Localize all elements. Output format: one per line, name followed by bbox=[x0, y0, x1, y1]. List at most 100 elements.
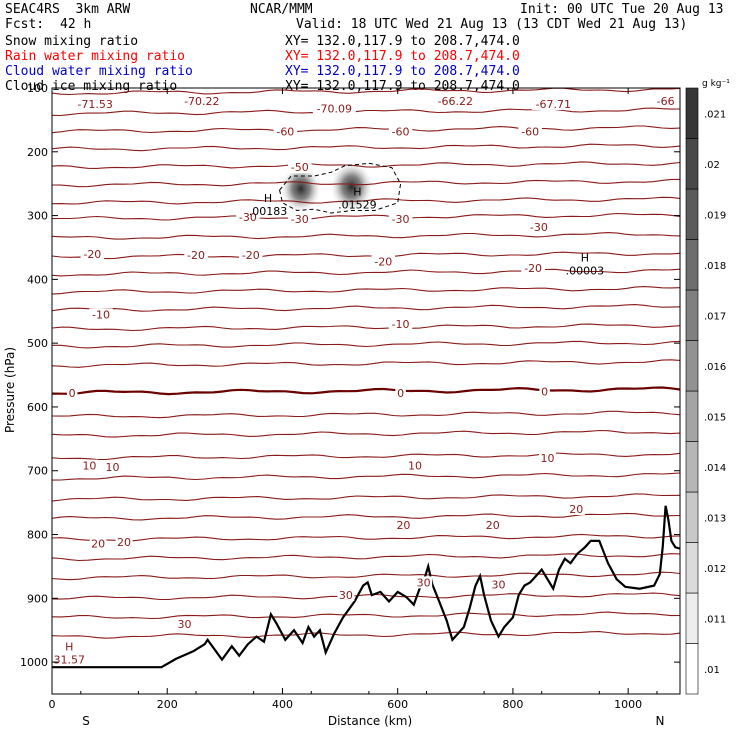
contour-label-bg bbox=[527, 221, 551, 234]
x-tick-label: 1000 bbox=[614, 698, 642, 711]
contour-label-bg bbox=[653, 94, 678, 107]
contour-label: -20 bbox=[242, 249, 260, 262]
contour-label-bg bbox=[89, 308, 113, 321]
contour-label: -30 bbox=[291, 213, 309, 226]
contour-label-bg bbox=[518, 125, 542, 138]
isotherm bbox=[52, 125, 680, 134]
field-name-rain: Rain water mixing ratio bbox=[5, 49, 186, 64]
contour-label: -60 bbox=[392, 125, 410, 138]
contour-label: 20 bbox=[117, 536, 131, 549]
y-tick-label: 1000 bbox=[20, 656, 48, 669]
contour-label: 20 bbox=[569, 503, 583, 516]
y-tick-label: 200 bbox=[27, 146, 48, 159]
contour-label-bg bbox=[538, 451, 556, 464]
contour-label-bg bbox=[388, 318, 413, 331]
colorbar-cell bbox=[685, 542, 699, 594]
colorbar-cell bbox=[685, 441, 699, 493]
isotherm bbox=[52, 107, 680, 117]
colorbar-label: .02 bbox=[704, 160, 720, 171]
contour-label-bg bbox=[521, 261, 545, 274]
init-time: Init: 00 UTC Tue 20 Aug 13 bbox=[520, 2, 724, 17]
isotherm bbox=[52, 472, 680, 481]
colorbar-label: .018 bbox=[704, 261, 726, 272]
isotherm bbox=[52, 592, 680, 601]
contour-label: 20 bbox=[91, 537, 105, 550]
contour-label-bg bbox=[531, 97, 575, 110]
isotherm bbox=[52, 268, 680, 277]
isotherm bbox=[52, 212, 680, 221]
y-tick-label: 500 bbox=[27, 337, 48, 350]
contour-label-bg bbox=[395, 386, 406, 399]
x-tick-label: 0 bbox=[49, 698, 56, 711]
isotherm bbox=[52, 429, 680, 438]
isotherm bbox=[52, 631, 680, 639]
contour-label: 20 bbox=[396, 519, 410, 532]
contour-label: -60 bbox=[276, 125, 294, 138]
contour-label-bg bbox=[287, 161, 312, 174]
contour-label-bg bbox=[567, 503, 585, 516]
field-xy-cloud-water: XY= 132.0,117.9 to 208.7,474.0 bbox=[285, 64, 520, 79]
isotherm bbox=[52, 232, 680, 240]
isotherm bbox=[52, 571, 680, 581]
y-tick-label: 400 bbox=[27, 273, 48, 286]
y-tick-label: 700 bbox=[27, 465, 48, 478]
contour-label-bg bbox=[80, 459, 98, 472]
colorbar-label: .016 bbox=[704, 362, 726, 373]
isotherm bbox=[52, 452, 680, 461]
contour-label: 30 bbox=[492, 578, 506, 591]
contour-label: 10 bbox=[105, 461, 119, 474]
isotherm bbox=[52, 251, 680, 260]
y-tick-label: 800 bbox=[27, 529, 48, 542]
isotherm bbox=[52, 512, 680, 521]
colorbar-label: .01 bbox=[704, 665, 720, 676]
contour-label: -20 bbox=[374, 256, 392, 269]
colorbar-label: .021 bbox=[704, 109, 726, 120]
contour-label: -30 bbox=[530, 221, 548, 234]
contour-label: -60 bbox=[521, 125, 539, 138]
isotherm bbox=[52, 178, 680, 188]
isotherm bbox=[52, 323, 680, 332]
x-end-label-north: N bbox=[656, 714, 665, 728]
contour-label: -66.22 bbox=[438, 95, 473, 108]
contour-label-bg bbox=[180, 94, 224, 107]
contour-label-bg bbox=[406, 459, 424, 472]
extremum-mark: H bbox=[581, 251, 589, 264]
contour-label-bg bbox=[433, 94, 477, 107]
valid-time: Valid: 18 UTC Wed 21 Aug 13 (13 CDT Wed … bbox=[296, 17, 688, 32]
isotherm bbox=[52, 533, 680, 542]
x-tick-label: 800 bbox=[502, 698, 523, 711]
colorbar-label: .012 bbox=[704, 564, 726, 575]
field-name-snow: Snow mixing ratio bbox=[5, 34, 139, 49]
contour-label: -67.71 bbox=[536, 98, 571, 111]
contour-label-bg bbox=[66, 386, 78, 399]
contour-label-bg bbox=[337, 589, 355, 602]
colorbar-label: .019 bbox=[704, 210, 726, 221]
isotherm bbox=[52, 340, 680, 349]
colorbar-label: .011 bbox=[704, 614, 726, 625]
extremum-value: .00183 bbox=[249, 205, 288, 218]
extremum-value: 31.57 bbox=[54, 654, 86, 667]
contour-label: -70.22 bbox=[184, 95, 219, 108]
extremum-value: .00003 bbox=[566, 264, 605, 277]
colorbar-cell bbox=[685, 643, 699, 695]
colorbar-label: .014 bbox=[704, 463, 726, 474]
extremum-mark: H bbox=[353, 186, 361, 199]
contour-label: 30 bbox=[417, 576, 431, 589]
field-name-cloud-water: Cloud water mixing ratio bbox=[5, 64, 193, 79]
shaded-maximum bbox=[330, 162, 373, 212]
y-axis-label: Pressure (hPa) bbox=[3, 347, 17, 433]
field-xy-snow: XY= 132.0,117.9 to 208.7,474.0 bbox=[285, 34, 520, 49]
extremum-mark: H bbox=[65, 641, 73, 654]
contour-label: -30 bbox=[392, 213, 410, 226]
colorbar-label: .017 bbox=[704, 311, 726, 322]
colorbar-unit: g kg⁻¹ bbox=[702, 79, 730, 89]
contour-label-bg bbox=[287, 212, 312, 225]
terrain-profile bbox=[52, 505, 680, 669]
y-tick-label: 900 bbox=[27, 592, 48, 605]
y-tick-label: 100 bbox=[27, 82, 48, 95]
isotherm bbox=[52, 359, 680, 368]
contour-label-bg bbox=[184, 249, 208, 262]
contour-label: -71.53 bbox=[77, 98, 112, 111]
plot-frame bbox=[51, 87, 681, 695]
